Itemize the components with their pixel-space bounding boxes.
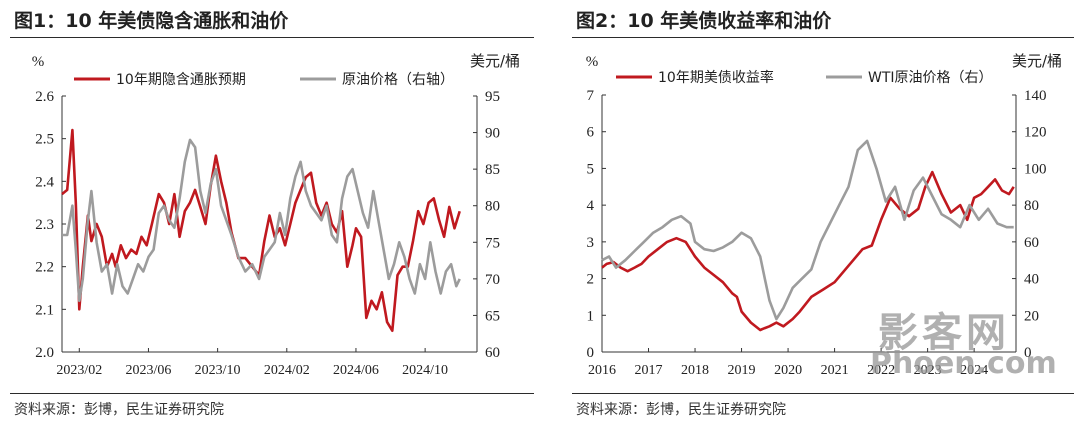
figure-2-source: 资料来源：彭博，民生证券研究院 [576,402,786,418]
left-figure-panel: 图1：10 年美债隐含通胀和油价 2.0 2.1 2.2 2.3 2.4 2.5 2.6 60… [10,10,534,418]
series-line-primary [61,128,461,333]
right-figure-panel: 图2：10 年美债收益率和油价 0 1 2 3 4 5 6 7 0 20 40 60 80 100 120 1… [562,0,1080,424]
right-tick-label: 0 [1024,345,1032,361]
series-line-secondary [62,138,461,303]
x-tick-label: 2017 [635,363,663,378]
left-tick-label: 6 [587,125,595,141]
left-tick-label: 2.3 [35,217,54,233]
x-tick-label: 2023/06 [126,363,172,378]
x-tick-label: 2024/06 [333,363,379,378]
right-tick-label: 95 [485,89,500,105]
right-tick-label: 140 [1024,88,1047,104]
x-tick-label: 2019 [728,363,756,378]
x-tick-label: 2023 [914,363,942,378]
series-line-secondary [601,139,1014,321]
x-tick-label: 2022 [867,363,895,378]
left-tick-label: 0 [587,345,595,361]
right-tick-label: 20 [1024,308,1039,324]
left-tick-label: 2 [587,272,595,288]
x-tick-label: 2018 [681,363,709,378]
right-tick-label: 80 [1024,198,1039,214]
treasury-yield-oil-chart: 0 1 2 3 4 5 6 7 0 20 40 60 80 100 120 140 2016 2017 2018 20… [586,52,1062,378]
legend-label: 原油价格（右轴） [342,72,454,88]
x-tick-label: 2024 [960,363,988,378]
right-tick-label: 70 [485,272,500,288]
left-tick-label: 2.2 [35,260,54,276]
right-tick-label: 80 [485,199,500,215]
legend-label: 10年期隐含通胀预期 [116,72,246,88]
figure-1-title: 图1：10 年美债隐含通胀和油价 [14,10,289,32]
x-tick-label: 2023/02 [56,363,102,378]
right-axis-unit: 美元/桶 [470,52,520,70]
figure-1-source: 资料来源：彭博，民生证券研究院 [14,402,224,418]
x-tick-label: 2020 [774,363,802,378]
right-tick-label: 60 [485,345,500,361]
x-tick-label: 2021 [821,363,849,378]
legend-label: 10年期美债收益率 [658,69,774,86]
left-tick-label: 1 [587,308,595,324]
left-tick-label: 7 [587,88,595,104]
left-tick-label: 2.0 [35,345,54,361]
right-axis-unit: 美元/桶 [1012,52,1062,70]
left-axis-unit: % [32,54,45,70]
source-rule [10,393,534,394]
x-tick-label: 2024/10 [402,363,448,378]
right-tick-label: 100 [1024,161,1047,177]
x-tick-label: 2024/02 [264,363,310,378]
right-tick-label: 75 [485,235,500,251]
left-tick-label: 2.4 [35,174,54,190]
left-tick-label: 2.1 [35,302,54,318]
left-tick-label: 2.6 [35,89,54,105]
series-line-primary [601,170,1015,332]
right-tick-label: 65 [485,308,500,324]
left-tick-label: 4 [587,198,595,214]
right-tick-label: 90 [485,126,500,142]
right-tick-label: 60 [1024,235,1039,251]
left-tick-label: 5 [587,161,595,177]
legend-label: WTI原油价格（右） [868,70,993,86]
source-rule [572,393,1074,394]
title-rule [572,37,1074,38]
left-tick-label: 3 [587,235,595,251]
left-tick-label: 2.5 [35,132,54,148]
x-tick-label: 2016 [588,363,616,378]
x-tick-label: 2023/10 [195,363,241,378]
right-tick-label: 40 [1024,272,1039,288]
right-tick-label: 120 [1024,125,1047,141]
left-axis-unit: % [586,54,599,70]
figure-2-title: 图2：10 年美债收益率和油价 [576,10,832,32]
right-tick-label: 85 [485,162,500,178]
breakeven-inflation-oil-chart: 2.0 2.1 2.2 2.3 2.4 2.5 2.6 60 65 70 75 80 85 90 95 202… [32,52,520,378]
title-rule [10,37,534,38]
